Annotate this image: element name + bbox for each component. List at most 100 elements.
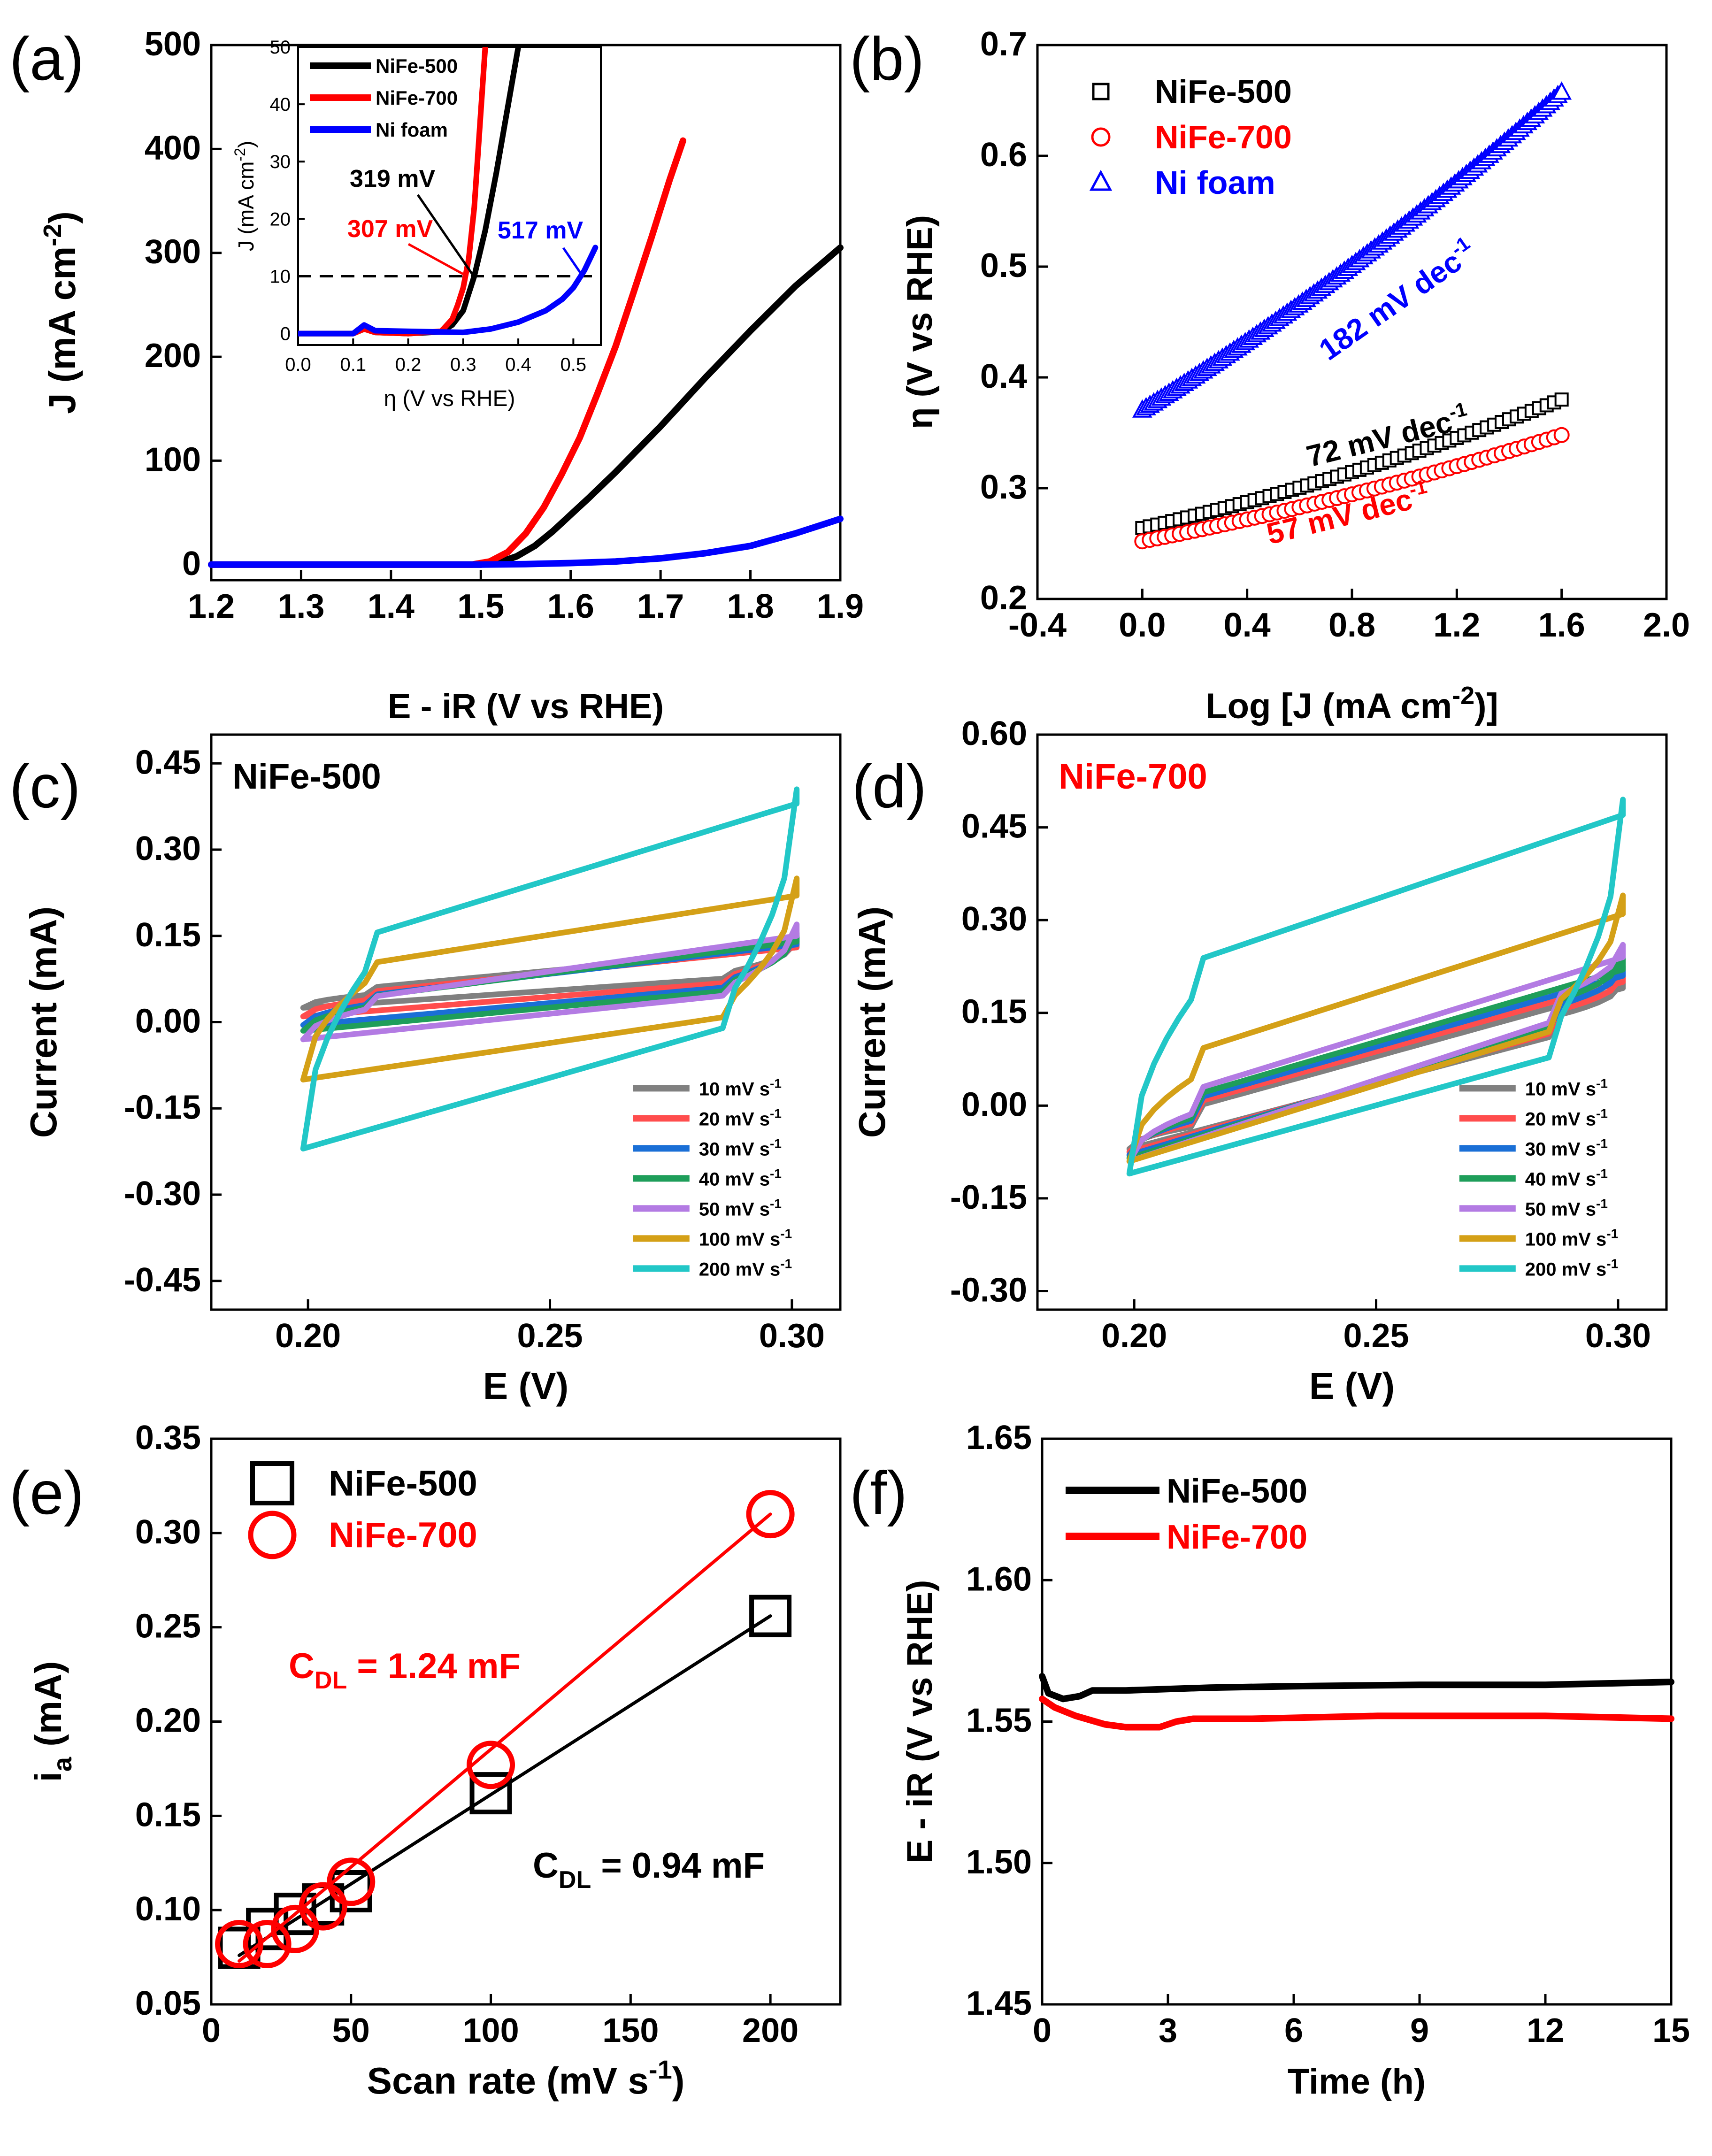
panel-d-xtick-label: 0.30 (1585, 1317, 1651, 1355)
legend-main: 100 mV s (1525, 1229, 1606, 1250)
fit-sub: DL (559, 1866, 591, 1894)
inset-xtick-label: 0.4 (505, 354, 531, 375)
panel-c-ytick-label: 0.30 (135, 830, 201, 867)
panel-f-xtick-label: 9 (1410, 2012, 1429, 2049)
panel-a-series-nife-700 (208, 137, 686, 568)
marker-circle (746, 1490, 795, 1539)
legend-main: 100 mV s (699, 1229, 780, 1250)
panel-e-xlabel: Scan rate (mV s-1) (367, 2055, 685, 2102)
panel-e-xtick-label: 50 (332, 2012, 370, 2049)
panel-d-ytick-label: 0.30 (961, 900, 1027, 938)
panel-c-legend-label: 20 mV s-1 (699, 1106, 782, 1129)
panel-f-ylabel: E - iR (V vs RHE) (900, 1580, 940, 1864)
panel-a-xtick-label: 1.2 (188, 588, 235, 625)
panel-d-ytick-label: 0.45 (961, 808, 1027, 845)
inset-ylabel-main: J (mA cm (234, 161, 258, 252)
inset-xtick-label: 0.3 (450, 354, 476, 375)
panel-d-ylabel: Current (mA) (851, 906, 893, 1138)
inset-annotation-pointer (562, 247, 584, 277)
panel-a-ylabel-main: J (mA cm (41, 246, 83, 414)
inset-ylabel: J (mA cm-2) (231, 141, 258, 251)
panel-b-xtick-label: 0.0 (1119, 606, 1166, 644)
panel-d-ytick-label: 0.15 (961, 993, 1027, 1031)
inset-legend-label: Ni foam (376, 119, 448, 141)
panel-b-ytick-label: 0.7 (980, 25, 1027, 63)
legend-main: 200 mV s (1525, 1259, 1606, 1280)
panel-e-ylabel: ia (mA) (27, 1661, 77, 1782)
panel-a-frame (210, 44, 842, 582)
panel-b-legend-circle (1091, 127, 1111, 147)
panel-b-legend-label: Ni foam (1155, 164, 1275, 201)
inset-series-ni-foam (298, 245, 599, 337)
panel-e-ytick-label: 0.15 (135, 1796, 201, 1834)
panel-d-xlabel: E (V) (1309, 1365, 1395, 1407)
legend-main: 30 mV s (699, 1139, 770, 1159)
panel-a-ylabel-close: ) (41, 211, 83, 224)
panel-c-title: NiFe-500 (232, 757, 381, 797)
legend-main: 30 mV s (1525, 1139, 1596, 1159)
legend-sup: -1 (1596, 1166, 1608, 1181)
panel-b-xtick-label: 0.8 (1328, 606, 1375, 644)
inset-ytick-label: 0 (280, 324, 291, 345)
legend-sup: -1 (770, 1166, 782, 1181)
legend-sup: -1 (770, 1136, 782, 1151)
slope-main: 182 mV dec (1313, 244, 1468, 367)
panel-f-ytick-label: 1.60 (966, 1560, 1032, 1598)
panel-e-ytick-label: 0.10 (135, 1890, 201, 1928)
legend-sup: -1 (770, 1196, 782, 1211)
inset-ytick-label: 50 (270, 37, 291, 58)
legend-main: 10 mV s (1525, 1079, 1596, 1099)
panel-a-xtick-label: 1.8 (727, 588, 774, 625)
panel-e-ylabel-main: i (27, 1772, 69, 1782)
panel-b-legend-triangle (1089, 169, 1113, 191)
panel-e-fit-line (238, 1512, 772, 1963)
panel-b-xlabel: Log [J (mA cm-2)] (1205, 682, 1498, 726)
inset-annotation-pointer (407, 243, 468, 277)
fit-rest: = 0.94 mF (591, 1846, 765, 1886)
panel-a-series-ni-foam (208, 515, 844, 568)
inset-ytick-label: 30 (270, 152, 291, 172)
inset-ylabel-close: ) (234, 141, 258, 148)
panel-e-xlabel-main: Scan rate (mV s (367, 2060, 649, 2102)
panel-e-ytick-label: 0.25 (135, 1608, 201, 1645)
panel-f-legend-label: NiFe-700 (1167, 1519, 1307, 1556)
panel-d-ytick-label: 0.60 (961, 715, 1027, 752)
panel-a-ytick-label: 400 (145, 129, 201, 167)
inset-annotation-pointer (416, 194, 475, 277)
inset-legend-label: NiFe-700 (376, 87, 458, 109)
panel-c-legend-label: 100 mV s-1 (699, 1226, 792, 1250)
panel-a-xtick-label: 1.9 (817, 588, 864, 625)
panel-e-series-nife-700 (215, 1490, 795, 1968)
panel-e-legend-square (250, 1461, 294, 1505)
panel-f-frame (1041, 1437, 1673, 2006)
panel-c-cv-100-mv-s-1 (300, 875, 800, 1082)
panel-f-legend-label: NiFe-500 (1167, 1473, 1307, 1510)
marker-square (469, 1772, 512, 1815)
legend-sup: -1 (1596, 1106, 1608, 1120)
fit-main: C (289, 1646, 315, 1686)
panel-b-ytick-label: 0.2 (980, 579, 1027, 617)
panel-e-ytick-label: 0.35 (135, 1419, 201, 1457)
panel-d-legend-label: 200 mV s-1 (1525, 1256, 1618, 1280)
inset-annotation: 517 mV (498, 217, 583, 244)
inset-xtick-label: 0.1 (340, 354, 366, 375)
panel-f-xtick-label: 15 (1652, 2012, 1690, 2049)
panel-c-legend-label: 200 mV s-1 (699, 1256, 792, 1280)
panel-e-ytick-label: 0.05 (135, 1985, 201, 2022)
panel-d-axes: 0.20 0.25 0.30 -0.30 -0.15 0.00 0.15 0.30 0.45 0.… (950, 715, 1668, 1355)
panel-d-title: NiFe-700 (1059, 757, 1207, 797)
panel-b-legend-square (1092, 83, 1110, 100)
panel-b-legend-label: NiFe-500 (1155, 73, 1292, 110)
panel-d-legend-label: 50 mV s-1 (1525, 1196, 1608, 1220)
panel-e-xlabel-sup: -1 (649, 2055, 672, 2084)
panel-b-axes: -0.4 0.0 0.4 0.8 1.2 1.6 2.0 0.2 0.3 0.4 0.5 0.6 0.7 (980, 25, 1690, 644)
legend-main: 10 mV s (699, 1079, 770, 1099)
panel-c-ytick-label: 0.15 (135, 916, 201, 954)
marker-circle (299, 1882, 347, 1931)
legend-main: 40 mV s (699, 1169, 770, 1189)
inset-xlabel: η (V vs RHE) (384, 386, 515, 411)
inset-ytick-label: 40 (270, 94, 291, 115)
panel-c-label: (c) (9, 752, 81, 821)
panel-b-xtick-label: 1.6 (1538, 606, 1585, 644)
panel-b-ylabel: η (V vs RHE) (900, 215, 940, 429)
